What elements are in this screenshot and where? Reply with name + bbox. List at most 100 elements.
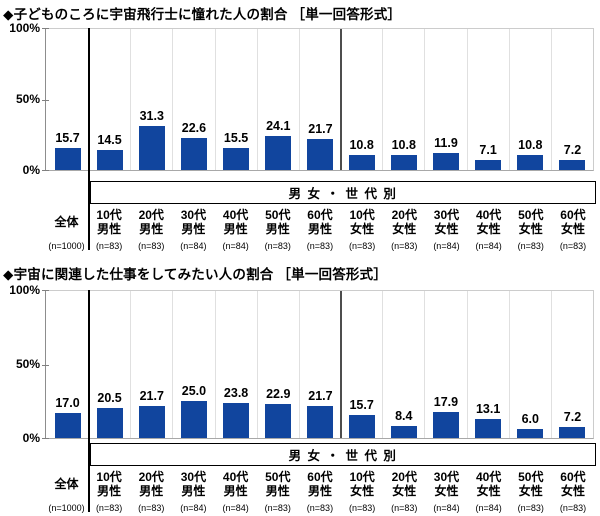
axis-tick [42,438,49,439]
overall-separator-line [88,28,90,250]
bar-column: 15.5 [214,29,257,170]
sample-size-label: (n=84) [433,241,460,251]
bar-value-label: 22.6 [181,121,207,135]
category-cell: 40代 女性 (n=84) [468,207,510,252]
category-label: 20代 女性 [391,469,417,498]
sample-size-label: (n=83) [348,241,376,251]
bar-value-label: 8.4 [395,409,413,423]
bar-column: 21.7 [130,291,172,438]
category-cell: 20代 男性 (n=83) [130,207,172,252]
sample-size-label: (n=83) [559,503,587,513]
category-label: 40代 女性 [475,207,502,236]
category-cell: 20代 男性 (n=83) [130,469,172,514]
y-axis-tick-label-0: 0% [22,431,40,445]
bar-value-label: 24.1 [266,119,291,133]
category-labels: 全体 (n=1000) 10代 男性 (n=83) 20代 男性 (n=83) 30代 男性 (n=… [45,469,594,514]
bar [390,426,417,438]
y-axis-tick-label-50: 50% [15,92,40,106]
bar [432,412,459,438]
axis-tick [42,99,49,101]
category-label: 10代 女性 [349,469,375,498]
category-label: 50代 男性 [265,469,291,498]
bar-value-label: 31.3 [139,109,164,123]
bar [265,404,292,438]
bar-column: 11.9 [424,29,466,170]
y-axis-tick-label-100: 100% [9,283,40,297]
bar-column: 10.8 [508,29,551,170]
bar-column: 15.7 [341,291,382,438]
axis-tick [42,28,49,29]
category-label: 50代 女性 [518,469,544,498]
bar-value-label: 21.7 [139,389,164,403]
sample-size-label: (n=83) [264,503,291,513]
sample-size-label: (n=83) [391,241,418,251]
bar-value-label: 11.9 [434,136,458,150]
bar-column: 22.6 [172,29,214,170]
plot-area: 15.7 14.5 31.3 22.6 15.5 24.1 21.7 10.8 10.8 11.9… [42,28,594,171]
category-cell: 30代 女性 (n=84) [425,469,467,514]
group-band-box: 男 女 ・ 世 代 別 [90,443,596,466]
sample-size-label: (n=83) [517,503,544,513]
bar [96,150,123,170]
bar-column: 7.2 [550,291,593,438]
plot-area: 17.0 20.5 21.7 25.0 23.8 22.9 21.7 15.7 8.4 17.9 1… [42,290,594,439]
bar-column: 31.3 [130,29,172,170]
male-female-separator-line [340,291,342,438]
bar-value-label: 10.8 [349,138,374,152]
axis-tick [42,364,49,366]
category-label: 20代 男性 [138,207,164,236]
bar [559,160,586,170]
category-label: 60代 女性 [560,469,586,498]
bar [475,419,502,438]
category-cell: 全体 (n=1000) [45,207,88,252]
bar-column: 24.1 [256,29,299,170]
bar-value-label: 15.7 [55,131,80,145]
overall-separator-line [88,290,90,512]
category-cell: 10代 男性 (n=83) [88,207,130,252]
category-cell: 10代 女性 (n=83) [341,207,383,252]
category-label: 30代 男性 [180,207,207,236]
category-cell: 50代 男性 (n=83) [257,207,299,252]
bar [54,148,81,170]
category-label: 10代 男性 [96,469,122,498]
category-cell: 20代 女性 (n=83) [383,469,425,514]
bar [180,138,207,170]
sample-size-label: (n=83) [306,241,334,251]
category-label: 20代 女性 [391,207,417,236]
sample-size-label: (n=84) [180,503,207,513]
bar-column: 20.5 [89,291,130,438]
bar [348,155,375,170]
category-label: 10代 男性 [96,207,122,236]
category-cell: 60代 女性 (n=83) [552,469,594,514]
sample-size-label: (n=83) [391,503,418,513]
category-cell: 50代 男性 (n=83) [257,469,299,514]
bar-value-label: 13.1 [475,402,501,416]
bar-column: 7.1 [466,29,509,170]
y-axis-tick-label-50: 50% [15,357,40,371]
bar [138,406,165,438]
sample-size-label: (n=83) [95,503,123,513]
category-cell: 10代 男性 (n=83) [88,469,130,514]
bar-column: 22.9 [256,291,299,438]
bar [138,126,165,170]
bar [180,401,207,438]
sample-size-label: (n=83) [138,503,165,513]
category-cell: 50代 女性 (n=83) [510,207,552,252]
category-label: 全体 [54,476,79,491]
category-label: 60代 女性 [560,207,586,236]
bar-value-label: 7.1 [479,143,497,157]
category-cell: 30代 男性 (n=84) [172,207,214,252]
category-label: 60代 男性 [307,207,333,236]
bar [475,160,502,170]
category-cell: 60代 男性 (n=83) [299,469,341,514]
category-cell: 50代 女性 (n=83) [510,469,552,514]
bar [223,148,250,170]
sample-size-label: (n=84) [222,503,249,513]
bar [390,155,417,170]
sample-size-label: (n=84) [475,241,502,251]
category-cell: 40代 男性 (n=84) [215,207,257,252]
category-label: 60代 男性 [307,469,333,498]
category-cell: 全体 (n=1000) [45,469,88,514]
bar-column: 17.9 [424,291,466,438]
bar-value-label: 7.2 [563,143,582,157]
